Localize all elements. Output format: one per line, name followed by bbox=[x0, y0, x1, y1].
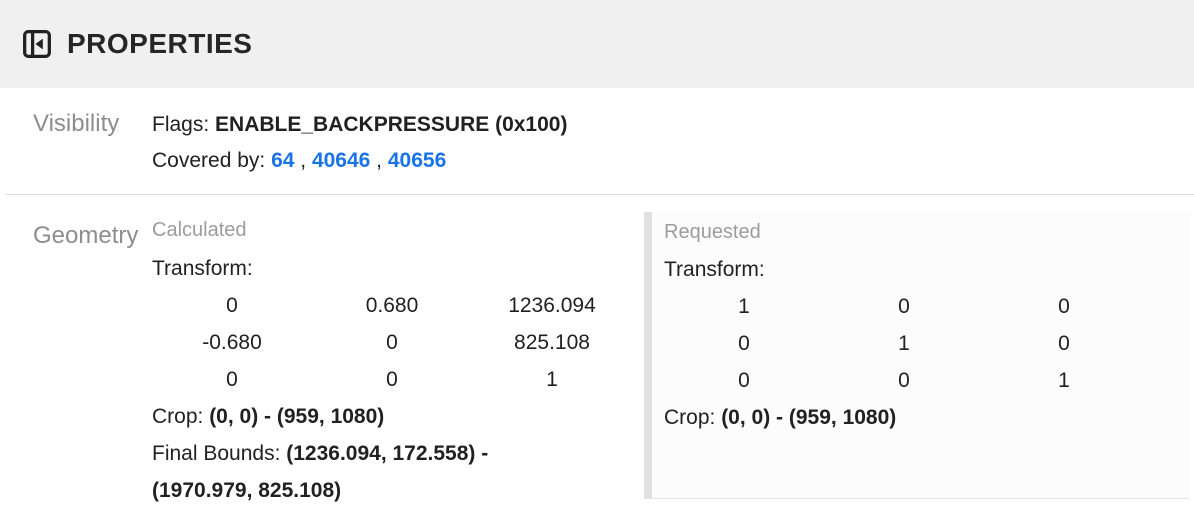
crop-value: (0, 0) - (959, 1080) bbox=[721, 406, 897, 429]
flags-label: Flags: bbox=[152, 113, 216, 136]
matrix-row: 0 0 1 bbox=[152, 361, 632, 398]
visibility-section: Visibility Flags: ENABLE_BACKPRESSURE (0… bbox=[0, 88, 1194, 194]
matrix-cell: 0 bbox=[1058, 295, 1070, 318]
calculated-crop-line: Crop: (0, 0) - (959, 1080) bbox=[152, 398, 644, 435]
crop-label: Crop: bbox=[152, 405, 210, 428]
matrix-cell: 1 bbox=[1058, 369, 1070, 392]
requested-transform-matrix: 1 0 0 0 1 0 0 0 1 bbox=[664, 288, 1144, 399]
matrix-cell: 0 bbox=[386, 368, 398, 391]
matrix-row: 0 1 0 bbox=[664, 325, 1144, 362]
requested-label: Requested bbox=[664, 221, 761, 243]
matrix-cell: 1 bbox=[546, 368, 558, 391]
visibility-content: Flags: ENABLE_BACKPRESSURE (0x100) Cover… bbox=[152, 107, 567, 179]
calculated-transform-matrix: 0 0.680 1236.094 -0.680 0 825.108 0 0 1 bbox=[152, 287, 632, 398]
properties-header: PROPERTIES bbox=[0, 0, 1194, 88]
matrix-cell: 0.680 bbox=[365, 294, 419, 317]
covered-by-link[interactable]: 40656 bbox=[387, 149, 447, 172]
final-bounds-separator: - bbox=[475, 442, 489, 465]
matrix-cell: 0 bbox=[226, 294, 238, 317]
final-bounds-start: (1236.094, 172.558) bbox=[286, 442, 476, 465]
matrix-row: 0 0.680 1236.094 bbox=[152, 287, 632, 324]
matrix-cell: 0 bbox=[226, 368, 238, 391]
matrix-cell: 1 bbox=[898, 332, 910, 355]
matrix-row: 0 0 1 bbox=[664, 362, 1144, 399]
matrix-row: -0.680 0 825.108 bbox=[152, 324, 632, 361]
requested-crop-line: Crop: (0, 0) - (959, 1080) bbox=[664, 399, 1190, 436]
final-bounds-end: (1970.979, 825.108) bbox=[152, 479, 342, 502]
geometry-calculated-column: Calculated Transform: 0 0.680 1236.094 -… bbox=[152, 195, 644, 512]
matrix-cell: 0 bbox=[386, 331, 398, 354]
crop-label: Crop: bbox=[664, 406, 722, 429]
collapse-panel-left-icon[interactable] bbox=[20, 27, 54, 61]
requested-transform-label: Transform: bbox=[664, 258, 765, 281]
matrix-cell: 825.108 bbox=[514, 331, 590, 354]
covered-by-separator: , bbox=[294, 149, 312, 172]
covered-by-label: Covered by: bbox=[152, 149, 272, 172]
section-divider bbox=[6, 194, 1194, 195]
covered-by-link[interactable]: 64 bbox=[271, 149, 295, 172]
calculated-transform-label: Transform: bbox=[152, 257, 253, 280]
matrix-cell: 0 bbox=[738, 332, 750, 355]
matrix-cell: 0 bbox=[738, 369, 750, 392]
visibility-label: Visibility bbox=[33, 110, 120, 137]
geometry-section: Geometry Calculated Transform: 0 0.680 1… bbox=[0, 195, 1194, 512]
final-bounds-label: Final Bounds: bbox=[152, 442, 287, 465]
covered-by-link[interactable]: 40646 bbox=[311, 149, 371, 172]
matrix-cell: 1 bbox=[738, 295, 750, 318]
final-bounds-line: Final Bounds: (1236.094, 172.558) - (197… bbox=[152, 435, 644, 509]
geometry-requested-column: Requested Transform: 1 0 0 0 1 0 0 0 1 bbox=[644, 212, 1190, 499]
matrix-cell: 0 bbox=[1058, 332, 1070, 355]
flags-value: ENABLE_BACKPRESSURE (0x100) bbox=[215, 113, 568, 136]
matrix-cell: 0 bbox=[898, 295, 910, 318]
covered-by-line: Covered by: 64 , 40646 , 40656 bbox=[152, 143, 567, 179]
flags-line: Flags: ENABLE_BACKPRESSURE (0x100) bbox=[152, 107, 567, 143]
geometry-label: Geometry bbox=[33, 222, 139, 249]
geometry-columns: Calculated Transform: 0 0.680 1236.094 -… bbox=[152, 195, 1194, 512]
calculated-label: Calculated bbox=[152, 219, 247, 241]
matrix-cell: 0 bbox=[898, 369, 910, 392]
matrix-cell: 1236.094 bbox=[508, 294, 596, 317]
covered-by-separator: , bbox=[370, 149, 388, 172]
panel-title: PROPERTIES bbox=[67, 28, 253, 59]
matrix-cell: -0.680 bbox=[202, 331, 262, 354]
crop-value: (0, 0) - (959, 1080) bbox=[209, 405, 385, 428]
matrix-row: 1 0 0 bbox=[664, 288, 1144, 325]
